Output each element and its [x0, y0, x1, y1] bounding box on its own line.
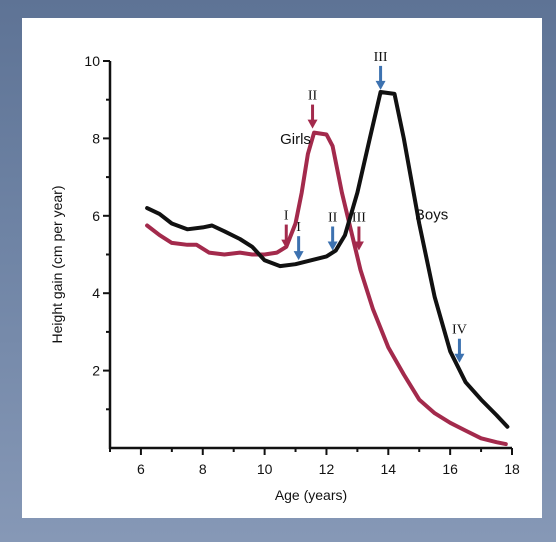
marker-arrow-head [327, 241, 338, 251]
marker-arrow-head [454, 353, 465, 363]
x-tick-label: 10 [257, 461, 273, 477]
tick-marks [103, 60, 513, 455]
annotation-girls: Girls [280, 131, 311, 148]
marker-label: II [308, 89, 318, 104]
marker-arrow-head [281, 239, 292, 249]
y-tick-label: 2 [92, 363, 100, 379]
marker-boys-ii: II [327, 211, 338, 251]
marker-arrow-head [375, 80, 386, 90]
marker-boys-i: I [293, 220, 304, 261]
annotation-boys: Boys [415, 207, 448, 224]
marker-boys-iv: IV [452, 323, 467, 363]
y-tick-label: 10 [84, 53, 100, 69]
chart-panel: 2 4 6 8 10 6 8 10 12 14 16 18 I II III I II III IV Girls B… [22, 18, 542, 518]
x-tick-label: 16 [442, 461, 458, 477]
x-tick-label: 6 [137, 461, 145, 477]
x-tick-label: 18 [504, 461, 520, 477]
marker-label: III [352, 211, 366, 226]
marker-arrow-head [293, 251, 304, 261]
marker-label: I [284, 209, 289, 224]
y-tick-label: 4 [92, 285, 100, 301]
y-axis-title: Height gain (cm per year) [49, 186, 65, 344]
series-lines [145, 90, 510, 447]
marker-label: II [328, 211, 338, 226]
axes [108, 61, 512, 450]
series-annotations: Girls Boys [280, 131, 448, 223]
marker-boys-iii: III [374, 50, 388, 90]
x-tick-label: 14 [381, 461, 397, 477]
marker-label: IV [452, 323, 467, 338]
y-tick-label: 6 [92, 208, 100, 224]
marker-label: I [296, 220, 301, 235]
series-line-girls [145, 130, 508, 447]
marker-girls-i: I [281, 209, 292, 249]
marker-label: III [374, 50, 388, 65]
y-tick-label: 8 [92, 130, 100, 146]
marker-girls-iii: III [352, 211, 366, 251]
x-tick-label: 12 [319, 461, 335, 477]
marker-arrow-head [353, 241, 364, 251]
marker-girls-ii: II [307, 89, 318, 129]
series-line-boys [145, 90, 510, 429]
tick-labels: 2 4 6 8 10 6 8 10 12 14 16 18 [84, 53, 520, 477]
x-axis-title: Age (years) [275, 487, 347, 503]
marker-arrow-head [307, 119, 318, 129]
x-tick-label: 8 [199, 461, 207, 477]
